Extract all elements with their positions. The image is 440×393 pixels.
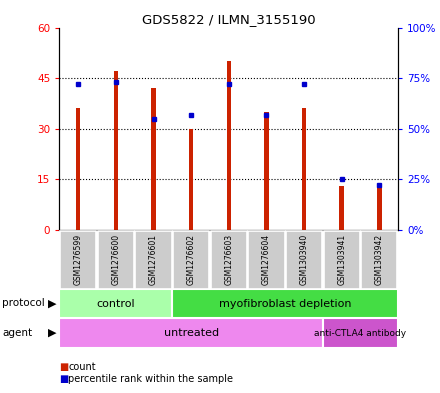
Bar (286, 231, 322, 289)
Text: myofibroblast depletion: myofibroblast depletion (219, 299, 352, 309)
Bar (211, 231, 247, 289)
Bar (324, 231, 360, 289)
Bar (59, 289, 172, 318)
Text: count: count (68, 362, 96, 373)
Title: GDS5822 / ILMN_3155190: GDS5822 / ILMN_3155190 (142, 13, 315, 26)
Text: GSM1276604: GSM1276604 (262, 233, 271, 285)
Bar (264, 112, 269, 230)
Bar (189, 129, 194, 230)
Bar (59, 318, 323, 348)
Text: ■: ■ (59, 362, 69, 373)
Bar (323, 318, 398, 348)
Text: GSM1303940: GSM1303940 (300, 233, 308, 285)
Bar (98, 231, 134, 289)
Text: GSM1276602: GSM1276602 (187, 233, 196, 285)
Bar (151, 88, 156, 230)
Text: GSM1303941: GSM1303941 (337, 233, 346, 285)
Text: control: control (96, 299, 135, 309)
Bar (173, 231, 209, 289)
Text: ▶: ▶ (48, 298, 56, 309)
Bar (248, 231, 285, 289)
Text: GSM1303942: GSM1303942 (375, 233, 384, 285)
Bar (114, 72, 118, 230)
Bar (60, 231, 96, 289)
Bar (361, 231, 397, 289)
Text: GSM1276601: GSM1276601 (149, 233, 158, 285)
Bar (227, 61, 231, 230)
Text: anti-CTLA4 antibody: anti-CTLA4 antibody (315, 329, 407, 338)
Text: GSM1276599: GSM1276599 (74, 233, 83, 285)
Text: agent: agent (2, 328, 32, 338)
Bar (377, 186, 381, 230)
Text: GSM1276603: GSM1276603 (224, 233, 233, 285)
Bar (76, 108, 81, 230)
Text: ■: ■ (59, 374, 69, 384)
Text: percentile rank within the sample: percentile rank within the sample (68, 374, 233, 384)
Text: ▶: ▶ (48, 328, 56, 338)
Bar (302, 108, 306, 230)
Text: GSM1276600: GSM1276600 (111, 233, 121, 285)
Bar (136, 231, 172, 289)
Bar (172, 289, 398, 318)
Text: untreated: untreated (164, 328, 219, 338)
Text: protocol: protocol (2, 298, 45, 309)
Bar (340, 186, 344, 230)
